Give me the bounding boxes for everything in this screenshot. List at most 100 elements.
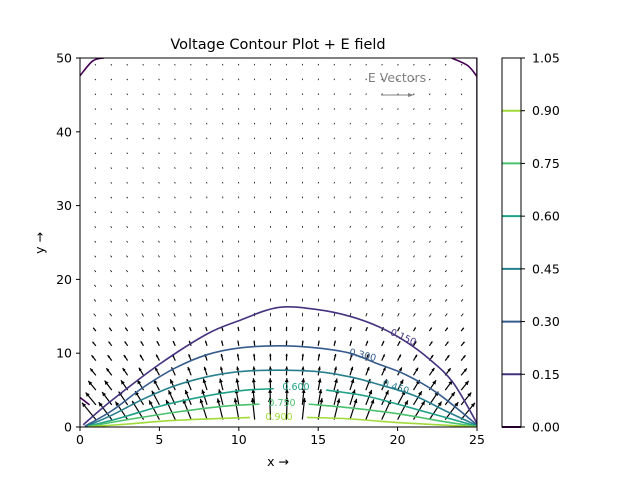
x-axis: 0 5 10 15 20 25 [76,427,485,447]
e-vector [174,152,176,155]
e-vector [142,211,144,214]
e-vector [365,78,367,81]
e-vector-head [317,326,320,329]
e-vector-head [285,353,288,357]
e-vector [413,196,415,199]
e-vector [460,122,463,125]
e-vector [80,374,81,376]
e-vector [174,108,176,110]
e-vector [158,196,160,199]
e-vector [429,196,431,199]
e-vector-head [72,381,76,385]
e-vector-head [333,366,338,371]
e-vector [221,284,224,287]
e-vector-head [138,367,142,372]
e-vector [444,78,447,81]
e-vector-head [366,366,370,371]
e-vector-head [216,398,221,403]
e-vector [397,240,399,243]
e-vector-head [253,353,256,357]
e-vector [94,211,97,214]
e-vector-head [317,353,321,357]
e-vector [397,255,399,258]
e-vector [206,240,208,243]
e-vector [365,312,368,317]
e-vector [94,240,97,243]
e-vector [189,298,192,302]
e-vector [429,284,432,288]
e-vector [93,284,97,288]
e-vector [460,211,463,214]
e-vector [157,284,160,287]
e-vector-head [470,402,475,408]
e-vector [80,344,81,346]
e-vector [190,137,192,140]
e-vector [94,196,97,199]
e-vector [429,93,431,96]
e-vector-head [366,354,369,357]
e-vector [94,93,97,96]
e-vector [205,312,208,317]
e-vector [126,167,128,169]
e-vector-head [479,342,481,344]
e-vector [429,152,431,155]
e-vector [429,240,431,243]
e-vector [142,269,144,273]
e-vector [460,93,463,96]
e-vector [476,359,477,361]
e-vector [142,167,144,169]
e-vector-head [301,366,305,370]
e-vector [142,63,144,66]
plot-frame [79,57,478,428]
e-vector-head [284,388,289,393]
colorbar-tick-label: 0.90 [532,103,560,118]
e-vector [444,298,448,302]
e-vector-head [251,378,256,383]
e-vector [158,167,160,169]
e-vector [413,108,415,110]
e-vector [158,137,160,140]
e-vector-head [184,389,189,395]
e-vector [94,137,97,140]
e-vector [221,298,224,302]
e-vector [444,255,447,258]
e-vector-head [383,379,387,384]
e-vector [444,63,447,66]
e-vector [190,240,192,243]
e-vector [125,284,128,288]
e-vector-head [382,367,386,371]
e-vector [142,255,144,258]
e-vector-head [317,340,320,343]
e-vector [460,284,464,288]
e-vector-head [123,354,127,358]
e-vector-head [431,367,435,372]
e-vector [365,269,368,273]
e-vector-head [155,367,159,371]
e-vector [221,269,224,273]
x-tick-label: 20 [390,432,406,447]
e-vector [460,255,463,258]
colorbar-tick-label: 0.30 [532,314,560,329]
e-vector-head [69,393,73,397]
y-axis-label: y → [32,232,47,254]
e-vector [444,196,447,199]
e-vector [429,255,431,258]
e-vector-head [236,353,240,357]
e-vector [110,93,113,96]
e-vector-head [432,380,437,385]
e-vector-head [219,378,223,383]
e-vector [365,196,367,199]
e-vector-head [404,400,408,405]
e-vector-head [398,327,400,329]
contour-line [86,369,477,427]
e-vector [237,298,240,302]
e-vector [381,255,383,258]
e-vector [460,196,463,199]
e-vector-head [414,341,417,344]
e-vector [110,211,113,214]
e-vector-head [199,398,204,404]
contour-label: 0.450 [381,378,410,397]
y-tick-label: 50 [56,51,72,66]
e-vector [109,298,113,302]
e-vector [158,108,160,110]
